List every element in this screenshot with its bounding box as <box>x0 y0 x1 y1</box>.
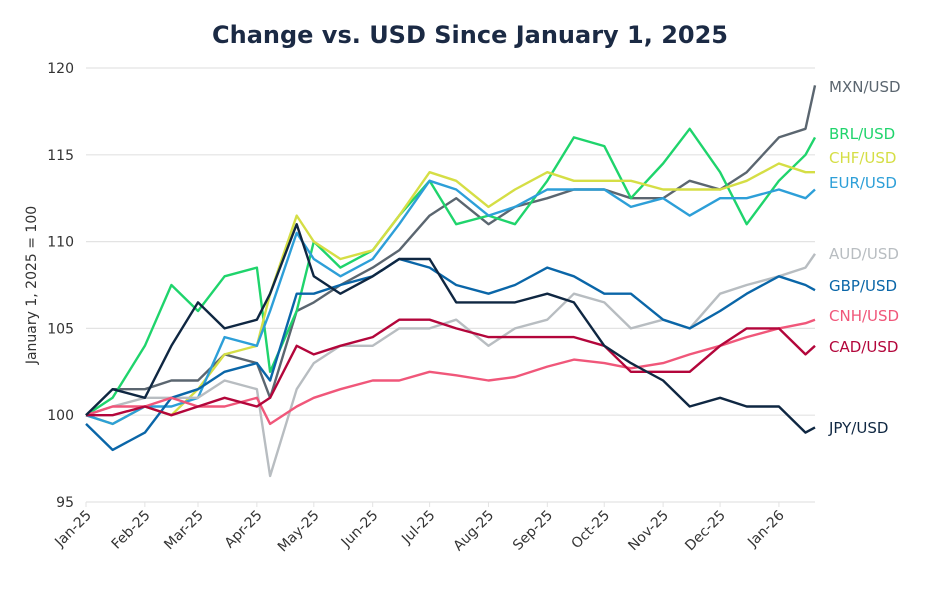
x-tick-labels: Jan-25 Feb-25 Mar-25 Apr-25 May-25 Jun-25 Jul-… <box>51 502 788 556</box>
series-label: JPY/USD <box>828 419 888 437</box>
series-label: GBP/USD <box>829 277 897 295</box>
series-line-cnh-usd <box>85 318 816 426</box>
y-tick-label: 95 <box>56 495 74 511</box>
series-line-aud-usd <box>85 253 816 478</box>
y-tick-labels: 95 100 105 110 115 120 <box>47 61 74 511</box>
series-line-jpy-usd <box>85 222 816 434</box>
y-tick-label: 115 <box>47 148 74 164</box>
x-tick-label: Jul-25 <box>398 508 438 548</box>
y-axis-label: January 1, 2025 = 100 <box>24 206 40 365</box>
gridlines <box>86 67 815 503</box>
series-label: MXN/USD <box>829 78 901 96</box>
series-label: CHF/USD <box>829 149 897 167</box>
series-line-mxn-usd <box>85 85 817 417</box>
series-line-gbp-usd <box>85 257 816 452</box>
x-tick-label: Sep-25 <box>510 508 556 554</box>
x-tick-label: May-25 <box>275 508 323 556</box>
x-tick-label: Apr-25 <box>222 508 266 552</box>
y-tick-label: 100 <box>47 408 74 424</box>
series-line-cad-usd <box>86 318 816 417</box>
chart-title: Change vs. USD Since January 1, 2025 <box>212 21 728 49</box>
y-tick-label: 120 <box>47 61 74 77</box>
series-label: BRL/USD <box>829 125 895 143</box>
x-tick-label: Jun-25 <box>338 508 382 552</box>
x-tick-label: Aug-25 <box>450 508 497 555</box>
x-tick-label: Jan-26 <box>744 507 788 551</box>
x-tick-label: Dec-25 <box>682 508 729 555</box>
series-label: AUD/USD <box>829 245 899 263</box>
x-tick-label: Nov-25 <box>625 508 672 555</box>
series-label: CAD/USD <box>829 338 898 356</box>
series-line-chf-usd <box>85 162 815 426</box>
series-line-brl-usd <box>85 127 817 417</box>
series-lines <box>85 85 817 478</box>
series-line-eur-usd <box>85 179 816 426</box>
y-tick-label: 105 <box>47 321 74 337</box>
series-label: EUR/USD <box>829 174 897 192</box>
x-tick-label: Mar-25 <box>161 508 207 554</box>
y-tick-label: 110 <box>47 235 74 251</box>
series-label: CNH/USD <box>829 307 899 325</box>
x-tick-label: Jan-25 <box>51 508 94 551</box>
x-tick-label: Feb-25 <box>109 508 154 553</box>
series-labels: MXN/USD BRL/USD CHF/USD EUR/USD AUD/USD GBP/U… <box>828 78 901 437</box>
x-tick-label: Oct-25 <box>568 508 613 553</box>
